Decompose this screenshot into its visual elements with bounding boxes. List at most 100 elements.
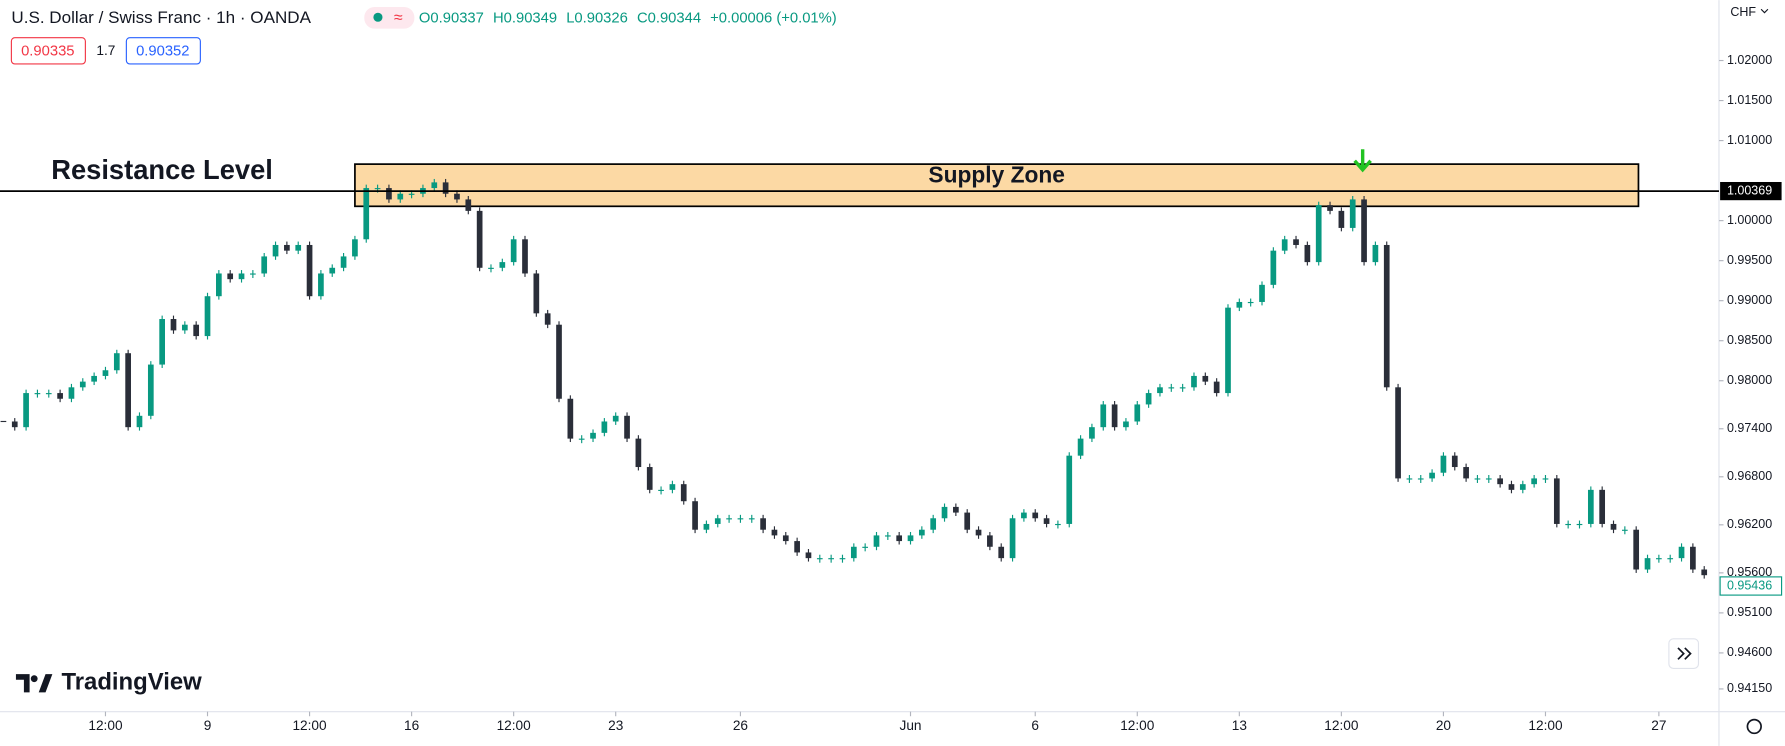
candle — [204, 296, 211, 337]
settings-button[interactable] — [1746, 718, 1762, 735]
x-tick-label: Jun — [899, 718, 921, 733]
candle — [953, 506, 959, 513]
currency[interactable]: CHF — [1730, 5, 1756, 19]
ohlc-item: C0.90344 — [637, 10, 701, 26]
resistance-tag — [1720, 181, 1782, 201]
candle — [216, 273, 222, 297]
candle — [919, 529, 925, 536]
candle — [748, 518, 755, 520]
candle — [272, 244, 279, 257]
candle — [476, 210, 483, 268]
candle — [680, 484, 687, 502]
candle — [442, 182, 449, 194]
candle — [1417, 478, 1424, 480]
candle — [1179, 387, 1186, 389]
candle — [1519, 484, 1526, 490]
x-tick-label: 16 — [404, 718, 419, 733]
candle — [1123, 421, 1129, 428]
candle — [1089, 427, 1095, 439]
ohlc: O0.90337 H0.90349 L0.90326 C0.90344 +0.00006… — [419, 10, 837, 26]
candle — [1599, 489, 1606, 524]
candle — [975, 529, 982, 536]
candle — [1542, 478, 1549, 480]
candle — [1587, 489, 1594, 524]
candle — [238, 273, 245, 280]
candle — [1293, 239, 1299, 245]
candle — [34, 393, 41, 395]
candle — [125, 353, 131, 428]
currency-caret — [1760, 8, 1769, 14]
candle — [1213, 381, 1220, 394]
candle — [1077, 438, 1084, 456]
candle — [669, 484, 676, 490]
candle — [805, 552, 812, 559]
candle — [816, 558, 823, 560]
x-tick-label: 12:00 — [1528, 718, 1563, 733]
candle — [1565, 523, 1572, 526]
candle — [1678, 546, 1685, 559]
candle — [1497, 478, 1503, 485]
candle — [771, 529, 778, 536]
candle — [850, 546, 857, 559]
candle — [703, 523, 710, 530]
candle — [397, 193, 404, 200]
candle — [1157, 387, 1163, 394]
candle — [1315, 205, 1322, 263]
candle — [964, 512, 971, 530]
candle — [1134, 404, 1141, 422]
candle — [1361, 199, 1367, 263]
candle — [431, 182, 438, 189]
candle — [635, 438, 642, 468]
y-tick-label: 0.95600 — [1727, 565, 1772, 579]
candle — [250, 273, 256, 275]
symbol-title: U.S. Dollar / Swiss Franc · 1h · OANDA — [11, 8, 311, 27]
candle — [57, 393, 63, 399]
x-tick-label: 12:00 — [497, 718, 532, 733]
candle — [1066, 455, 1073, 524]
candle — [1338, 210, 1345, 228]
scroll-icon — [1677, 647, 1692, 660]
candle — [1508, 484, 1515, 490]
candle — [1474, 478, 1481, 480]
candle — [1168, 387, 1175, 389]
y-tick-label: 0.98000 — [1727, 373, 1772, 387]
candle — [1485, 478, 1492, 480]
resistance-tag-label: 1.00369 — [1727, 183, 1772, 197]
candle — [987, 535, 993, 547]
spread: 1.7 — [96, 43, 115, 58]
candle — [499, 262, 506, 268]
candle — [760, 518, 766, 530]
x-tick-label: 12:00 — [1324, 718, 1359, 733]
candle — [737, 518, 744, 520]
candle — [941, 506, 948, 519]
candle — [318, 273, 324, 297]
x-tick-label: 13 — [1232, 718, 1247, 733]
candle — [1327, 205, 1333, 211]
candle — [1633, 529, 1640, 570]
candle — [1667, 558, 1674, 560]
y-tick-label: 0.96200 — [1727, 517, 1772, 531]
candle — [1304, 244, 1311, 263]
x-tick-label: 9 — [204, 718, 212, 733]
ask-button[interactable] — [125, 37, 201, 65]
y-tick-label: 0.96800 — [1727, 469, 1772, 483]
candle — [896, 535, 903, 542]
candle — [510, 239, 517, 263]
x-tick-label: 12:00 — [88, 718, 123, 733]
candle — [45, 393, 52, 395]
ask: 0.90352 — [136, 43, 189, 59]
y-tick-label: 0.95100 — [1727, 605, 1772, 619]
x-tick-label: 20 — [1436, 718, 1452, 733]
candle — [1021, 512, 1027, 519]
candle — [522, 239, 528, 274]
candle — [1406, 478, 1413, 480]
candle — [1111, 404, 1118, 428]
candle — [1032, 512, 1039, 519]
logo-mark — [15, 674, 53, 693]
candle — [1553, 478, 1560, 524]
candle — [1690, 546, 1696, 570]
bid-button[interactable] — [10, 37, 86, 65]
candle — [601, 421, 608, 433]
status-pill[interactable] — [364, 7, 415, 29]
